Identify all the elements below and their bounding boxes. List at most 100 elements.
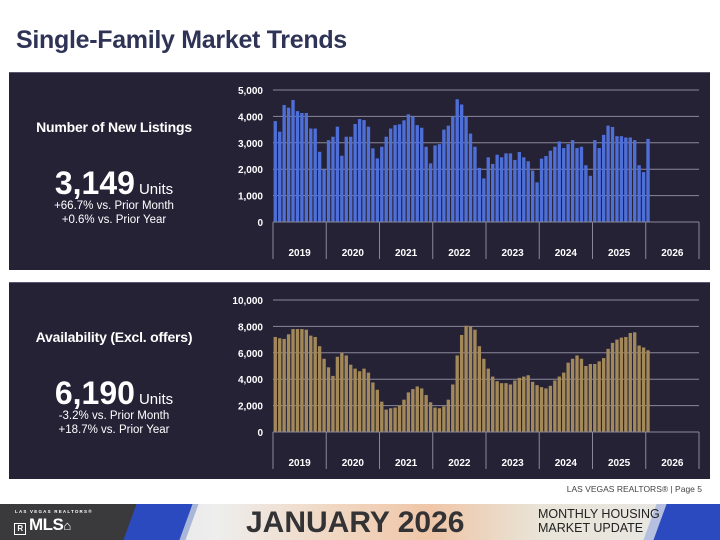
bar — [637, 165, 641, 222]
kpi-prior-year: +18.7% vs. Prior Year — [58, 424, 170, 436]
bar — [291, 100, 295, 222]
bar — [508, 384, 513, 432]
bar — [539, 387, 544, 432]
bar — [597, 361, 601, 432]
kpi-value-row: 3,149 Units — [9, 165, 219, 202]
new-listings-kpi: Number of New Listings 3,149 Units +66.7… — [9, 73, 219, 270]
bar — [304, 329, 308, 432]
y-tick-label: 3,000 — [238, 139, 263, 150]
bar — [615, 339, 619, 432]
bar — [380, 146, 384, 222]
kpi-value: 6,190 — [54, 375, 135, 411]
bar — [442, 406, 446, 432]
bar — [544, 156, 548, 222]
bar — [366, 372, 371, 432]
mls-logo: R MLS⌂ — [14, 515, 71, 535]
bar — [340, 155, 344, 222]
bar — [517, 377, 521, 432]
bar — [406, 114, 411, 222]
footer-banner: LAS VEGAS REALTORS® R MLS⌂ JANUARY 2026 M… — [0, 504, 720, 540]
bar — [433, 407, 437, 432]
bar — [362, 120, 366, 222]
bar — [548, 385, 553, 432]
update-line-1: MONTHLY HOUSING — [538, 507, 660, 521]
x-tick-label: 2021 — [395, 458, 418, 469]
bar — [402, 399, 406, 432]
bar — [482, 178, 486, 222]
bar — [575, 148, 579, 222]
bar — [535, 385, 539, 432]
bar — [340, 352, 344, 432]
bar — [593, 140, 597, 222]
bar — [633, 332, 637, 432]
x-tick-label: 2019 — [289, 458, 312, 469]
bar — [362, 368, 366, 432]
bar — [575, 355, 579, 432]
bar — [486, 157, 490, 222]
bar — [424, 146, 428, 222]
bar — [384, 409, 388, 432]
bar — [402, 120, 406, 222]
bar — [309, 335, 313, 432]
kpi-value-row: 6,190 Units — [9, 375, 219, 412]
bar — [513, 380, 517, 432]
y-tick-label: 2,000 — [238, 165, 263, 176]
bar — [384, 136, 388, 222]
bar — [486, 368, 490, 432]
bar — [349, 364, 353, 432]
availability-panel: Availability (Excl. offers) 6,190 Units … — [9, 282, 710, 479]
x-tick-label: 2024 — [555, 248, 578, 259]
bar — [380, 401, 384, 432]
bar — [610, 342, 615, 432]
x-tick-label: 2024 — [555, 458, 578, 469]
bar — [282, 105, 286, 222]
bar — [464, 325, 468, 432]
bar — [495, 381, 499, 432]
x-tick-label: 2026 — [661, 248, 684, 259]
bar — [282, 338, 286, 432]
bar — [526, 161, 530, 222]
x-tick-label: 2023 — [502, 248, 525, 259]
kpi-title: Number of New Listings — [36, 119, 192, 135]
bar — [526, 375, 530, 432]
bar — [295, 329, 300, 432]
bar — [464, 116, 468, 222]
bar — [411, 389, 415, 432]
realtor-r-icon: R — [14, 523, 26, 535]
bar — [535, 182, 539, 222]
bar — [646, 138, 650, 222]
bar — [273, 336, 277, 432]
bar — [455, 355, 459, 432]
bar — [393, 125, 397, 222]
bar — [468, 326, 473, 432]
bar — [477, 346, 482, 432]
bar — [615, 136, 619, 222]
x-tick-label: 2022 — [448, 458, 471, 469]
bar — [641, 172, 646, 222]
update-line-2: MARKET UPDATE — [538, 521, 644, 535]
bar — [579, 358, 584, 432]
x-tick-label: 2025 — [608, 458, 631, 469]
bar — [428, 402, 433, 432]
bar — [331, 136, 335, 222]
x-tick-label: 2023 — [502, 458, 525, 469]
kpi-title: Availability (Excl. offers) — [35, 329, 193, 345]
bar — [499, 157, 504, 222]
bar — [300, 112, 304, 222]
bar — [619, 337, 624, 432]
bar — [295, 111, 300, 222]
bar — [530, 381, 535, 432]
bar — [606, 348, 610, 432]
bar — [522, 376, 526, 432]
bar — [633, 140, 637, 222]
bar — [424, 395, 428, 432]
bar — [415, 125, 419, 222]
bar — [300, 329, 304, 432]
bar — [544, 388, 548, 432]
bar — [597, 148, 601, 222]
kpi-prior-month: +66.7% vs. Prior Month — [54, 200, 174, 212]
bar — [557, 376, 561, 432]
bar — [637, 345, 641, 432]
bar — [508, 153, 513, 222]
x-tick-label: 2020 — [342, 458, 365, 469]
